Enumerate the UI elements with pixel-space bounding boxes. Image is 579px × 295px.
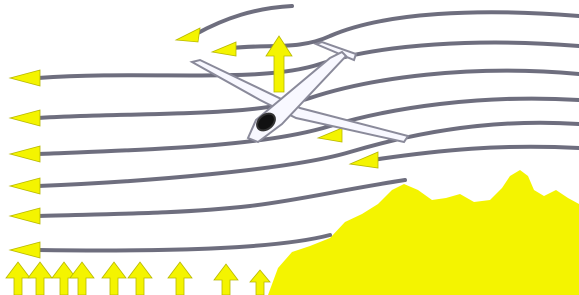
ridge-lift-illustration xyxy=(0,0,579,295)
